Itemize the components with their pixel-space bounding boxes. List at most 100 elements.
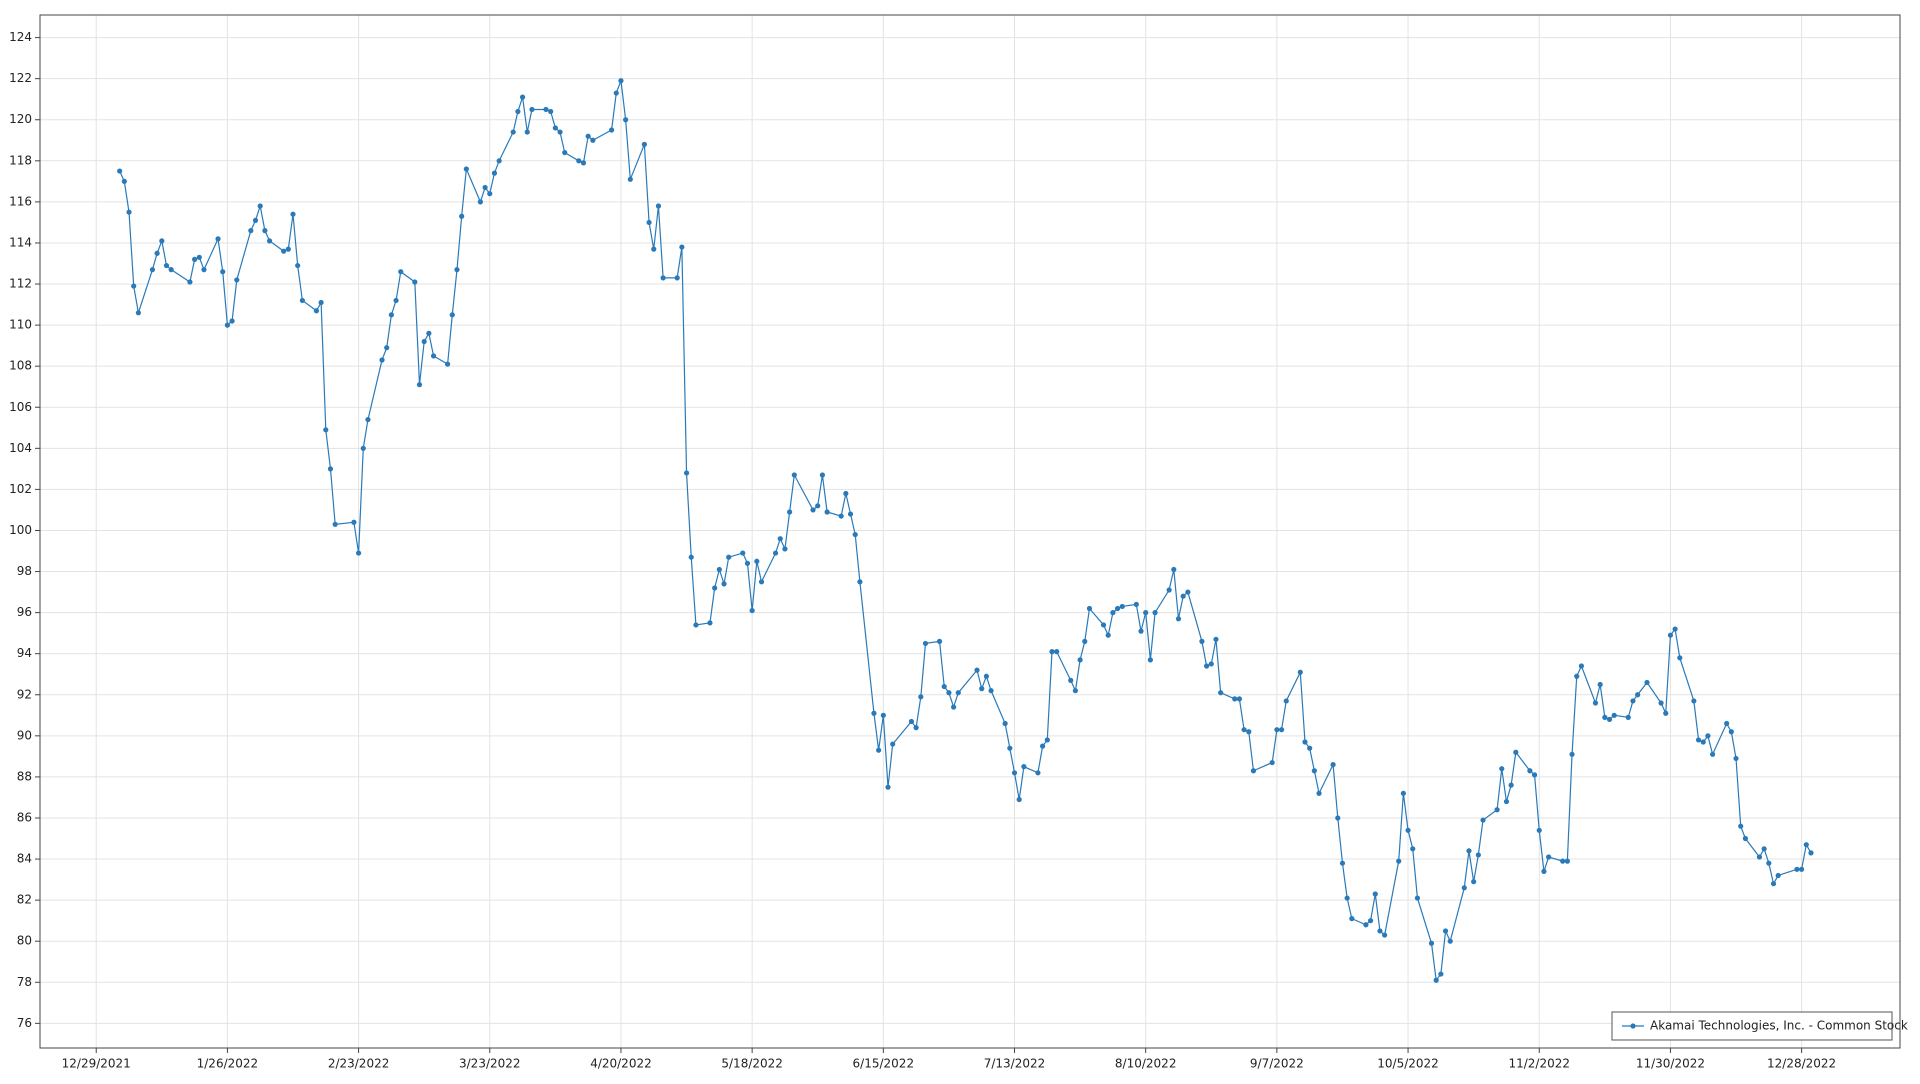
data-point xyxy=(787,509,793,515)
data-point xyxy=(951,704,957,710)
data-point xyxy=(168,267,174,273)
data-point xyxy=(1611,712,1617,718)
data-point xyxy=(1625,714,1631,720)
data-point xyxy=(1709,751,1716,757)
data-point xyxy=(1808,850,1814,856)
y-tick-label: 78 xyxy=(17,975,32,989)
data-point xyxy=(1503,798,1510,805)
data-point xyxy=(1011,770,1018,776)
y-tick-label: 102 xyxy=(9,482,32,496)
y-tick-label: 92 xyxy=(17,687,32,701)
data-point xyxy=(257,203,263,209)
x-tick-label: 9/7/2022 xyxy=(1250,1057,1304,1071)
data-point xyxy=(1316,790,1322,796)
data-point xyxy=(843,490,849,497)
y-tick-label: 86 xyxy=(17,810,32,824)
data-point xyxy=(524,129,530,135)
data-point xyxy=(1677,655,1683,661)
data-point xyxy=(1044,737,1050,743)
data-point xyxy=(1166,587,1172,593)
data-point xyxy=(1274,727,1280,733)
data-point xyxy=(426,330,432,336)
data-point xyxy=(1372,891,1378,897)
data-point xyxy=(519,94,526,100)
data-point xyxy=(1635,692,1641,698)
x-tick-label: 8/10/2022 xyxy=(1115,1057,1177,1071)
data-point xyxy=(1035,770,1041,776)
data-point xyxy=(412,279,418,285)
data-point xyxy=(135,310,141,316)
data-point xyxy=(941,683,947,690)
y-tick-label: 82 xyxy=(17,893,32,907)
data-point xyxy=(1382,932,1388,938)
data-point xyxy=(880,712,886,718)
data-point xyxy=(421,338,427,345)
data-point xyxy=(529,106,535,113)
data-point xyxy=(740,550,746,556)
data-point xyxy=(1410,846,1416,852)
data-point xyxy=(674,275,680,281)
data-point xyxy=(510,129,516,135)
x-tick-label: 5/18/2022 xyxy=(721,1057,783,1071)
data-point xyxy=(557,129,563,135)
data-point xyxy=(1007,745,1013,751)
data-point xyxy=(1574,673,1580,679)
data-point xyxy=(1086,605,1093,612)
data-point xyxy=(1761,846,1767,852)
y-tick-label: 106 xyxy=(9,400,32,414)
data-point xyxy=(721,581,727,587)
data-point xyxy=(552,125,558,131)
data-point xyxy=(1531,772,1538,778)
data-point xyxy=(974,667,980,673)
data-point xyxy=(1147,657,1153,663)
y-tick-label: 120 xyxy=(9,112,32,126)
data-point xyxy=(487,191,493,197)
legend-label: Akamai Technologies, Inc. - Common Stock xyxy=(1650,1019,1908,1033)
data-point xyxy=(1733,755,1739,762)
data-point xyxy=(1110,610,1116,616)
data-point xyxy=(1541,868,1547,874)
data-point xyxy=(1307,745,1313,751)
data-point xyxy=(1794,866,1800,872)
data-point xyxy=(1283,698,1289,704)
data-point xyxy=(576,158,582,164)
data-point xyxy=(1724,720,1730,727)
data-point xyxy=(299,297,305,304)
data-point xyxy=(1560,858,1566,864)
data-point xyxy=(1466,848,1472,854)
y-tick-label: 100 xyxy=(9,523,32,537)
data-point xyxy=(1049,649,1055,655)
data-point xyxy=(857,579,863,585)
data-point xyxy=(496,158,502,164)
data-point xyxy=(754,558,760,564)
data-point xyxy=(1339,860,1346,866)
data-point xyxy=(323,427,329,433)
data-point xyxy=(515,108,521,115)
data-point xyxy=(1546,854,1552,860)
data-point xyxy=(946,690,952,696)
data-point xyxy=(1396,858,1402,864)
y-tick-label: 124 xyxy=(9,30,32,44)
data-point xyxy=(388,312,394,318)
x-tick-label: 1/26/2022 xyxy=(197,1057,259,1071)
y-tick-label: 112 xyxy=(9,277,32,291)
data-point xyxy=(716,566,722,573)
data-point xyxy=(1499,766,1505,772)
data-point xyxy=(117,168,123,174)
data-point xyxy=(922,640,929,647)
data-point xyxy=(1040,743,1046,749)
x-tick-label: 11/2/2022 xyxy=(1508,1057,1570,1071)
plot-frame xyxy=(39,14,1901,1049)
data-point xyxy=(445,361,451,367)
data-point xyxy=(449,312,455,318)
data-point xyxy=(224,322,231,328)
data-point xyxy=(1143,610,1149,616)
y-tick-label: 94 xyxy=(17,646,32,660)
data-point xyxy=(196,254,202,260)
y-tick-label: 110 xyxy=(9,318,32,332)
data-point xyxy=(1241,727,1247,733)
data-point xyxy=(1297,669,1303,675)
x-tick-label: 4/20/2022 xyxy=(590,1057,652,1071)
data-point xyxy=(1269,759,1275,766)
